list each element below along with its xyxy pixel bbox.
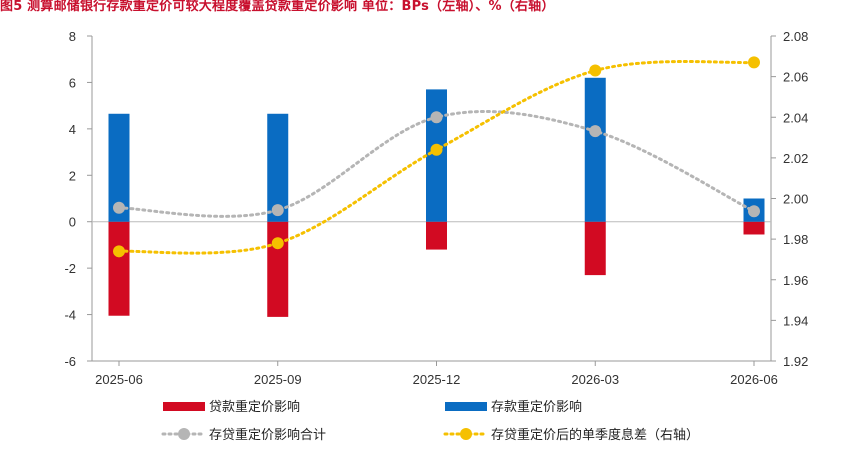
loan-repricing-bar <box>584 221 606 276</box>
legend-swatch-marker <box>460 428 472 440</box>
right-tick-label: 2.04 <box>783 110 808 125</box>
legend-label: 存贷重定价后的单季度息差（右轴） <box>491 427 699 443</box>
loan-repricing-bar <box>267 221 289 317</box>
right-tick-label: 2.02 <box>783 151 808 166</box>
total-impact-point <box>113 201 125 214</box>
total-impact-point <box>748 205 760 218</box>
left-tick-label: 8 <box>69 29 76 44</box>
total-impact-point <box>430 111 443 124</box>
legend-label: 存款重定价影响 <box>491 399 582 415</box>
loan-repricing-bar <box>743 221 765 235</box>
chart-title: 图5 测算邮储银行存款重定价可较大程度覆盖贷款重定价影响 单位：BPs（左轴）、… <box>0 0 555 14</box>
left-tick-label: 4 <box>69 122 76 137</box>
nim-point <box>430 143 443 156</box>
legend-label: 贷款重定价影响 <box>209 399 300 415</box>
total-impact-point <box>271 204 284 217</box>
legend-swatch-marker <box>178 428 190 440</box>
nim-point <box>271 237 284 250</box>
right-tick-label: 1.96 <box>783 273 808 288</box>
right-tick-label: 2.06 <box>783 70 808 85</box>
right-tick-label: 1.92 <box>783 354 808 369</box>
nim-point <box>748 56 760 69</box>
x-tick-label: 2025-09 <box>254 372 302 387</box>
legend-label: 存贷重定价影响合计 <box>209 427 326 443</box>
deposit-repricing-bar <box>108 113 130 222</box>
deposit-repricing-bar <box>584 77 606 222</box>
right-tick-label: 1.94 <box>783 313 808 328</box>
total-impact-point <box>589 125 602 138</box>
legend-swatch <box>445 402 487 411</box>
loan-repricing-bar <box>108 221 130 316</box>
left-tick-label: -4 <box>64 308 76 323</box>
nim-point <box>113 245 125 258</box>
deposit-repricing-bar <box>267 113 289 222</box>
left-tick-label: 2 <box>69 168 76 183</box>
left-tick-label: 6 <box>69 75 76 90</box>
x-tick-label: 2025-12 <box>413 372 461 387</box>
right-tick-label: 2.00 <box>783 192 808 207</box>
left-tick-label: -2 <box>64 261 76 276</box>
x-tick-label: 2025-06 <box>95 372 143 387</box>
left-tick-label: -6 <box>64 354 76 369</box>
left-tick-label: 0 <box>69 215 76 230</box>
x-tick-label: 2026-06 <box>730 372 778 387</box>
loan-repricing-bar <box>426 221 447 250</box>
nim-point <box>589 64 602 77</box>
right-tick-label: 2.08 <box>783 29 808 44</box>
legend-swatch <box>163 402 205 411</box>
x-tick-label: 2026-03 <box>571 372 619 387</box>
right-tick-label: 1.98 <box>783 232 808 247</box>
